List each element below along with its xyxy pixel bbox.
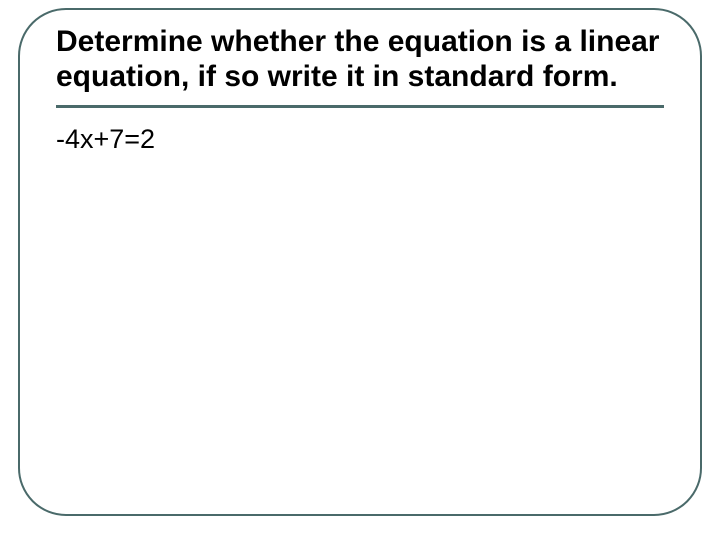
title-underline bbox=[56, 105, 664, 108]
equation-text: -4x+7=2 bbox=[56, 124, 664, 155]
slide-card: Determine whether the equation is a line… bbox=[18, 8, 702, 516]
slide-title: Determine whether the equation is a line… bbox=[56, 24, 664, 95]
